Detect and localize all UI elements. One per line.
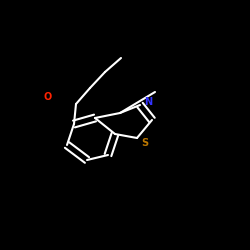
Text: N: N <box>144 97 152 107</box>
Text: S: S <box>142 138 148 148</box>
Text: O: O <box>44 92 52 102</box>
